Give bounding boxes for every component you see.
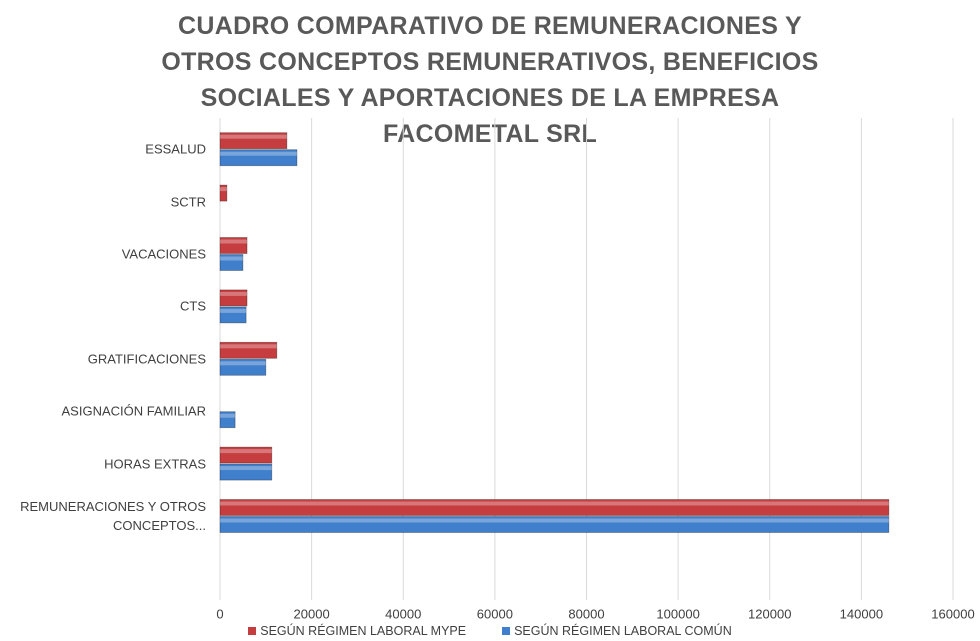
bar-highlight (220, 291, 248, 296)
y-tick-label: ESSALUD (145, 141, 206, 157)
bar (219, 499, 890, 516)
bar-highlight (220, 134, 287, 139)
bar-highlight (220, 518, 889, 523)
bar-highlight (220, 239, 248, 244)
bar (219, 306, 247, 324)
bar-highlight (220, 187, 227, 192)
legend-label: SEGÚN RÉGIMEN LABORAL COMÚN (514, 624, 732, 638)
bar (219, 237, 248, 254)
bar (219, 341, 278, 359)
legend-item: SEGÚN RÉGIMEN LABORAL MYPE (248, 624, 466, 638)
bar-highlight (220, 344, 277, 349)
y-tick-label: CTS (180, 298, 206, 314)
bar-highlight (220, 256, 243, 261)
x-tick-label: 40000 (385, 606, 421, 621)
x-tick-label: 0 (216, 606, 223, 621)
bar-highlight (220, 151, 297, 156)
bar (219, 358, 267, 376)
bar (219, 184, 228, 202)
bar (219, 132, 288, 150)
bar (219, 463, 273, 481)
bar-highlight (220, 449, 272, 454)
bar (219, 254, 244, 271)
legend-label: SEGÚN RÉGIMEN LABORAL MYPE (260, 624, 467, 638)
bar-highlight (220, 501, 889, 506)
bar-highlight (220, 361, 266, 366)
bar (219, 516, 890, 533)
x-tick-label: 100000 (656, 606, 699, 621)
legend-item: SEGÚN RÉGIMEN LABORAL COMÚN (502, 624, 732, 638)
y-tick-label: GRATIFICACIONES (87, 351, 206, 367)
bar-highlight (220, 466, 272, 471)
bar (219, 289, 248, 307)
y-tick-label: ASIGNACIÓN FAMILIAR (61, 403, 206, 419)
bar (219, 446, 273, 464)
legend-swatch (248, 627, 257, 635)
x-tick-label: 80000 (568, 606, 604, 621)
legend-swatch (502, 627, 511, 635)
legend: SEGÚN RÉGIMEN LABORAL MYPE SEGÚN RÉGIMEN … (0, 624, 980, 638)
y-tick-label: HORAS EXTRAS (104, 456, 206, 472)
bar-highlight (220, 308, 247, 313)
x-tick-label: 120000 (748, 606, 791, 621)
y-tick-label: VACACIONES (121, 246, 206, 262)
bar (219, 411, 236, 429)
x-tick-label: 140000 (840, 606, 883, 621)
x-tick-label: 60000 (477, 606, 513, 621)
bar-highlight (220, 413, 236, 418)
bar (219, 149, 298, 167)
chart-title: CUADRO COMPARATIVO DE REMUNERACIONES Y O… (161, 12, 819, 148)
y-tick-label: REMUNERACIONES Y OTROS CONCEPTOS... (20, 499, 206, 533)
x-tick-label: 20000 (294, 606, 330, 621)
y-tick-label: SCTR (170, 194, 206, 210)
x-tick-label: 160000 (931, 606, 974, 621)
